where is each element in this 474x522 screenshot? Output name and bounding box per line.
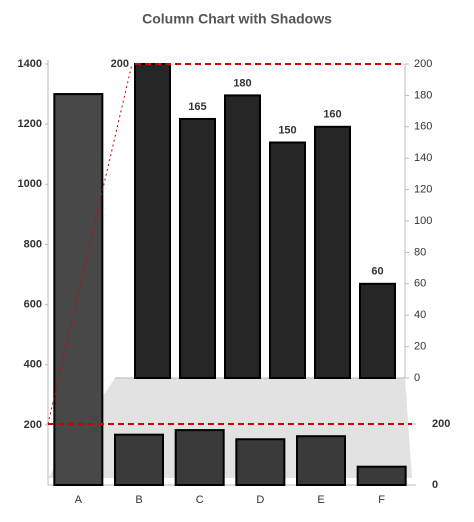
y-tick-label: 1200 [18,118,42,130]
inset-tick-label: 80 [414,246,426,258]
bar [359,282,396,379]
inset-tick-label: 120 [414,184,432,196]
inset-tick-label: 100 [414,215,432,227]
bar [174,429,225,487]
y2-tick-label: 200 [432,418,450,430]
x-tick-label: B [135,494,142,506]
zoom-connector [47,63,133,425]
bar [314,125,351,379]
bar [134,63,171,379]
inset-tick-label: 140 [414,152,432,164]
bar [114,433,164,486]
inset-tick-label: 180 [414,89,432,101]
data-label: 160 [323,109,341,121]
y-tick-label: 400 [24,359,42,371]
x-tick-label: C [196,494,204,506]
x-tick-label: F [378,494,385,506]
y-tick-label: 1000 [18,178,42,190]
inset-tick-label: 60 [414,278,426,290]
data-label: 60 [371,266,383,278]
x-tick-label: D [256,494,264,506]
y-tick-label: 800 [24,238,42,250]
x-tick-label: E [317,494,324,506]
inset-tick-label: 20 [414,341,426,353]
y-tick-label: 600 [24,298,42,310]
y-tick-label: 1400 [18,58,42,70]
bar [356,465,407,487]
inset-tick-label: 0 [414,372,420,384]
bar [53,93,104,486]
bar [235,438,286,486]
data-label: 165 [188,101,206,113]
y2-tick-label: 0 [432,479,438,491]
data-label: 150 [278,124,296,136]
bar [296,435,346,487]
bar [179,117,216,379]
bar [269,141,306,379]
x-tick-label: A [75,494,83,506]
inset-tick-label: 40 [414,309,426,321]
data-label: 200 [111,58,129,70]
inset-tick-label: 160 [414,121,432,133]
bar [224,94,261,380]
chart-title: Column Chart with Shadows [142,11,332,27]
data-label: 180 [233,77,251,89]
inset-tick-label: 200 [414,58,432,70]
y-tick-label: 200 [24,419,42,431]
